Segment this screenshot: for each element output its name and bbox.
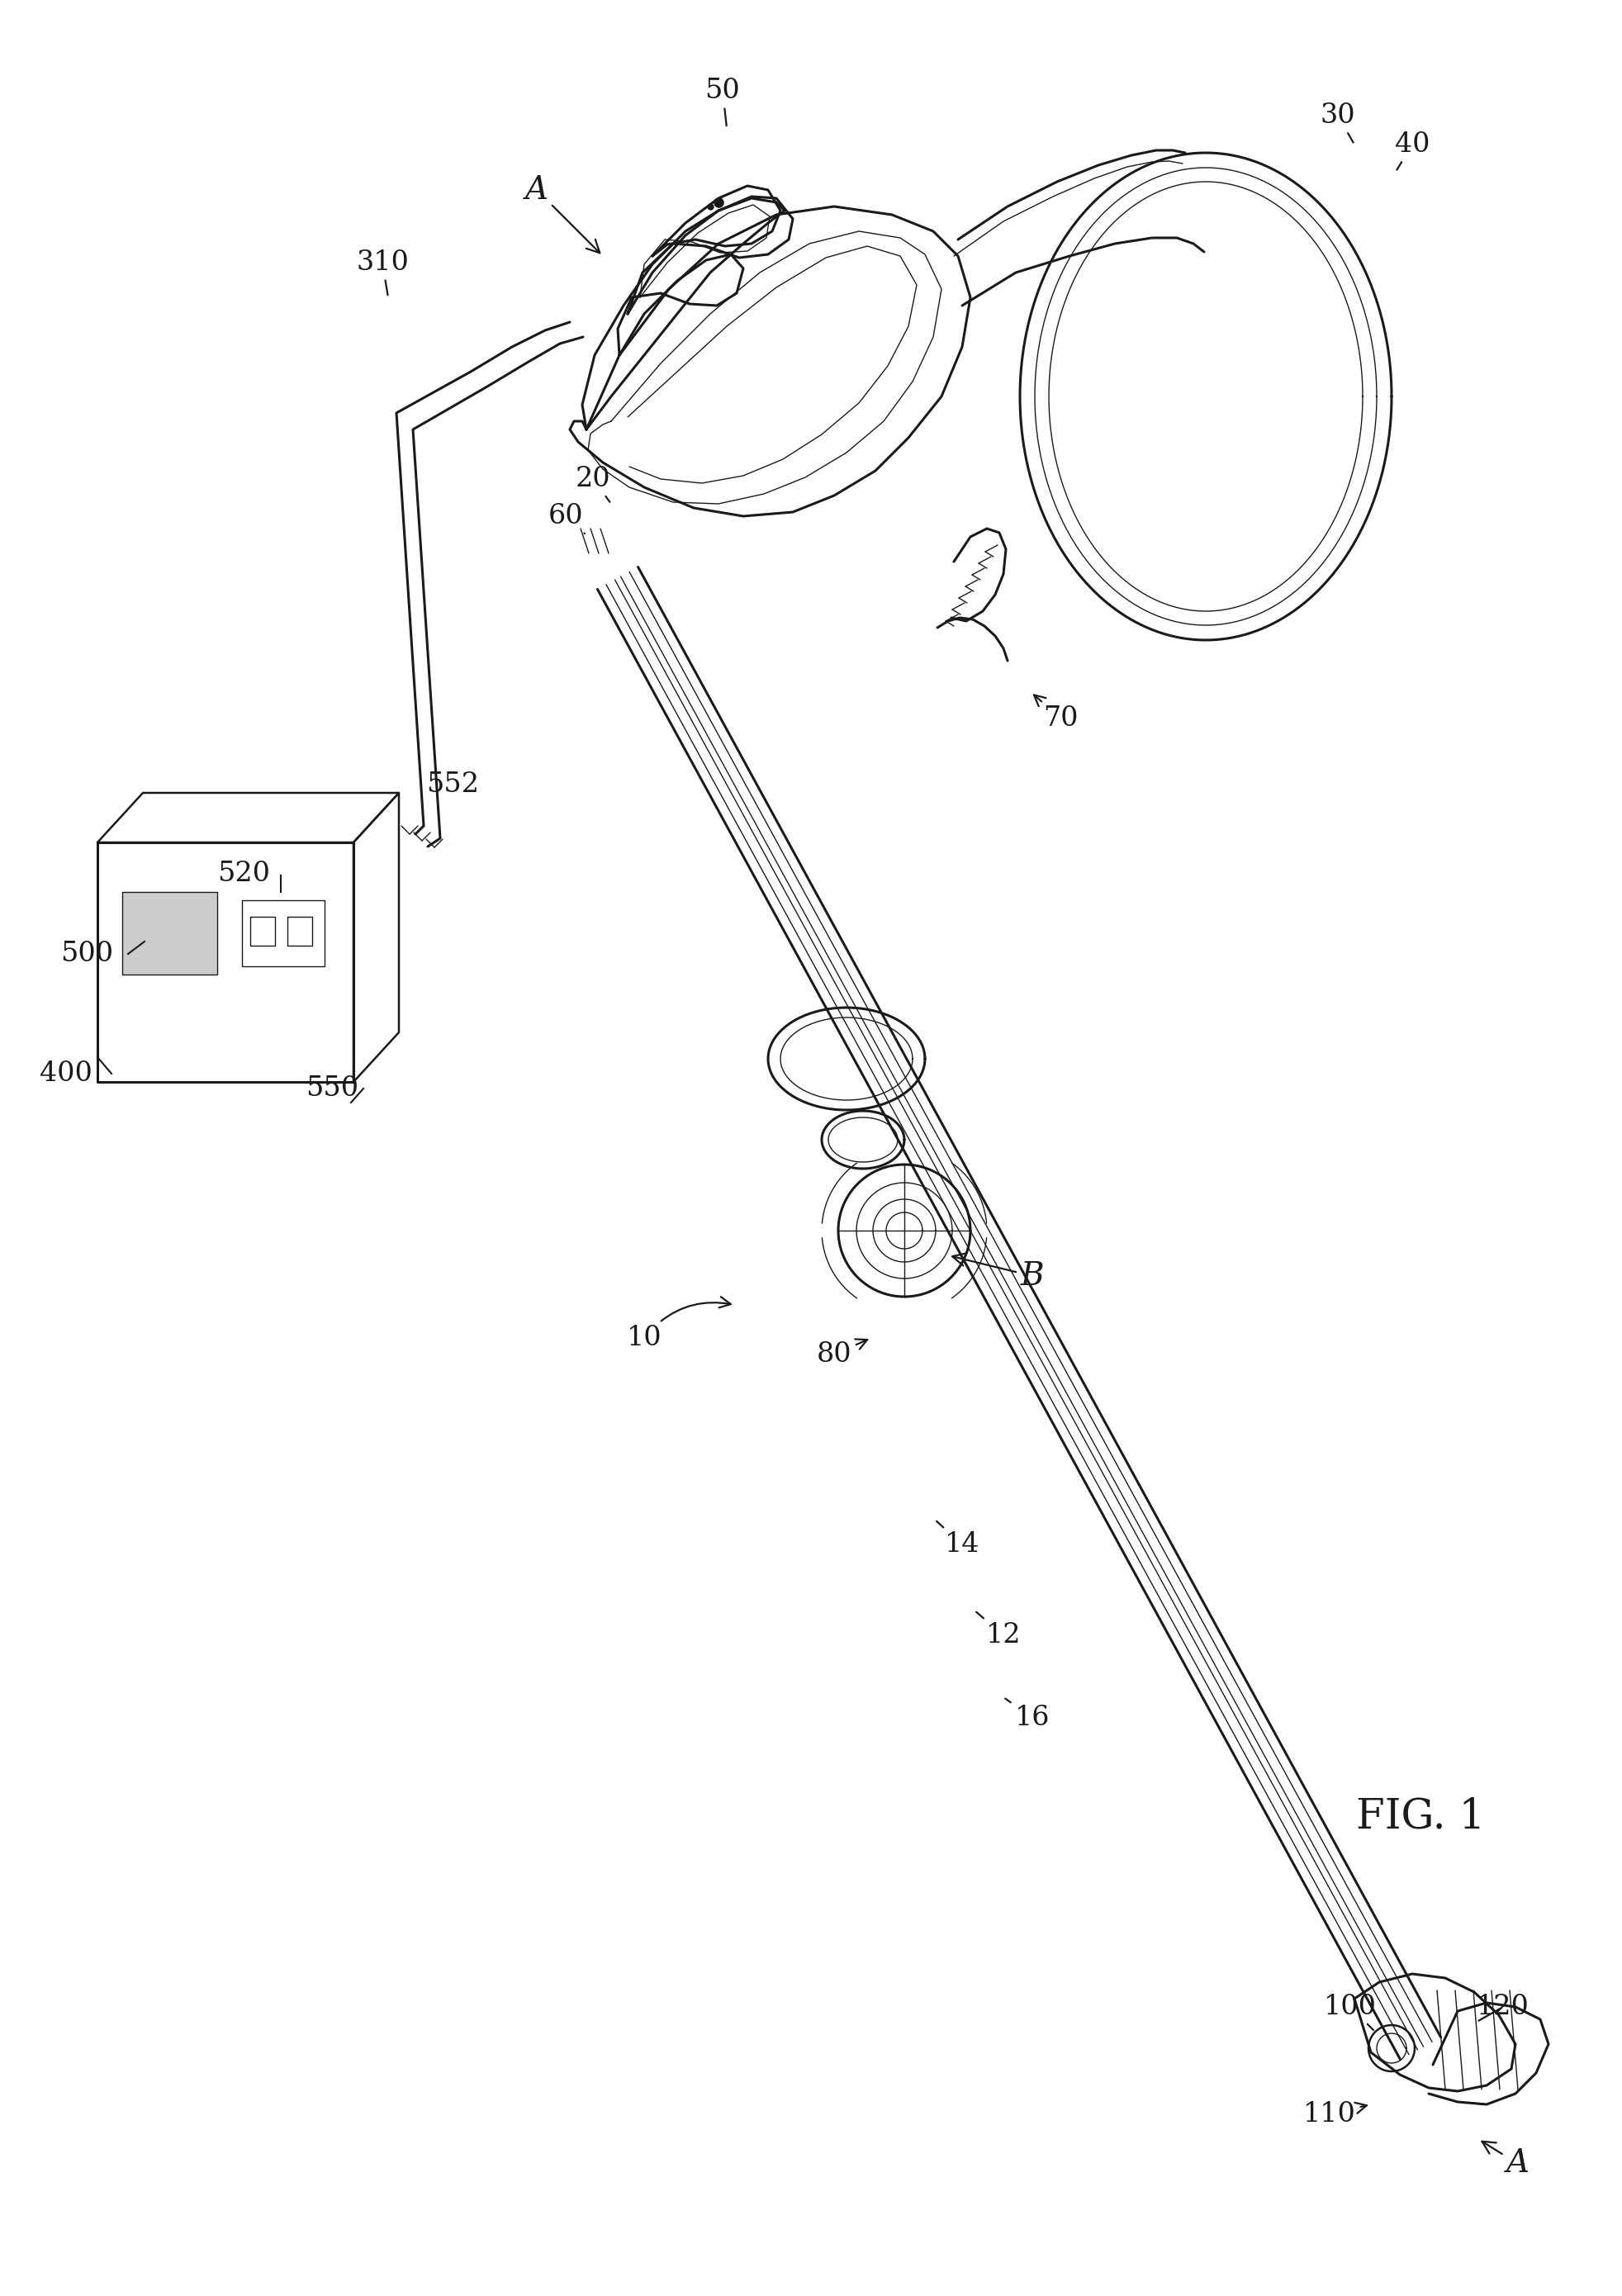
Text: 110: 110 (1302, 2101, 1366, 2128)
Text: 50: 50 (704, 78, 740, 126)
Text: A: A (526, 174, 600, 253)
Text: 70: 70 (1033, 696, 1079, 732)
Text: 12: 12 (976, 1612, 1020, 1649)
Text: FIG. 1: FIG. 1 (1356, 1795, 1484, 1837)
Text: 550: 550 (305, 1075, 358, 1102)
Text: 310: 310 (355, 250, 409, 296)
Text: 30: 30 (1320, 103, 1354, 142)
Text: 100: 100 (1324, 1993, 1375, 2030)
Text: 10: 10 (626, 1297, 730, 1350)
Text: 60: 60 (548, 503, 584, 533)
Text: 120: 120 (1476, 1993, 1528, 2020)
Text: A: A (1481, 2142, 1530, 2179)
Text: 14: 14 (936, 1522, 980, 1557)
Text: 552: 552 (427, 771, 478, 797)
Text: 40: 40 (1393, 131, 1429, 170)
Text: 80: 80 (816, 1339, 866, 1368)
Text: 20: 20 (576, 466, 610, 503)
Text: B: B (952, 1254, 1043, 1290)
Text: 520: 520 (217, 861, 269, 886)
Bar (122, 891, 217, 974)
Text: 16: 16 (1004, 1699, 1049, 1731)
Text: 500: 500 (60, 941, 114, 967)
Text: 400: 400 (39, 1061, 92, 1086)
